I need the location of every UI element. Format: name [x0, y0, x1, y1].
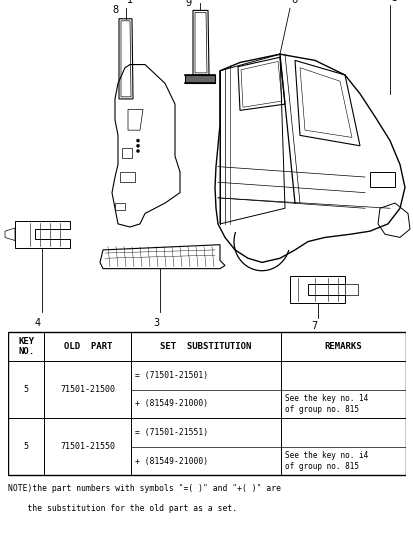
Text: 1: 1 [127, 0, 133, 5]
Text: 71501-21500: 71501-21500 [60, 385, 115, 394]
Text: 2: 2 [200, 0, 206, 2]
Text: See the key no. 14
of group no. 815: See the key no. 14 of group no. 815 [284, 394, 367, 414]
Text: OLD  PART: OLD PART [64, 342, 112, 351]
Text: SET  SUBSTITUTION: SET SUBSTITUTION [160, 342, 251, 351]
Polygon shape [185, 75, 214, 83]
Text: KEY
NO.: KEY NO. [18, 337, 34, 356]
Text: REMARKS: REMARKS [323, 342, 361, 351]
Text: 7: 7 [310, 321, 316, 331]
Circle shape [136, 144, 139, 147]
Text: See the key no. i4
of group no. 815: See the key no. i4 of group no. 815 [284, 451, 367, 471]
Text: 5: 5 [24, 385, 28, 394]
Text: = (71501-21551): = (71501-21551) [135, 428, 208, 437]
Text: 5: 5 [24, 442, 28, 451]
Text: 5: 5 [390, 0, 396, 3]
Text: NOTE)the part numbers with symbols "=( )" and "+( )" are: NOTE)the part numbers with symbols "=( )… [8, 484, 280, 493]
Text: + (81549-21000): + (81549-21000) [135, 457, 208, 465]
Text: 8: 8 [112, 5, 118, 15]
Text: 71501-21550: 71501-21550 [60, 442, 115, 451]
Text: 3: 3 [152, 317, 159, 328]
Text: + (81549-21000): + (81549-21000) [135, 399, 208, 408]
Text: 6: 6 [290, 0, 297, 5]
Text: = (71501-21501): = (71501-21501) [135, 371, 208, 380]
Text: 4: 4 [35, 317, 41, 328]
Circle shape [136, 139, 139, 142]
Text: the substitution for the old part as a set.: the substitution for the old part as a s… [8, 504, 237, 513]
Circle shape [136, 150, 139, 153]
Text: 9: 9 [185, 0, 191, 8]
Bar [8, 332, 405, 476]
